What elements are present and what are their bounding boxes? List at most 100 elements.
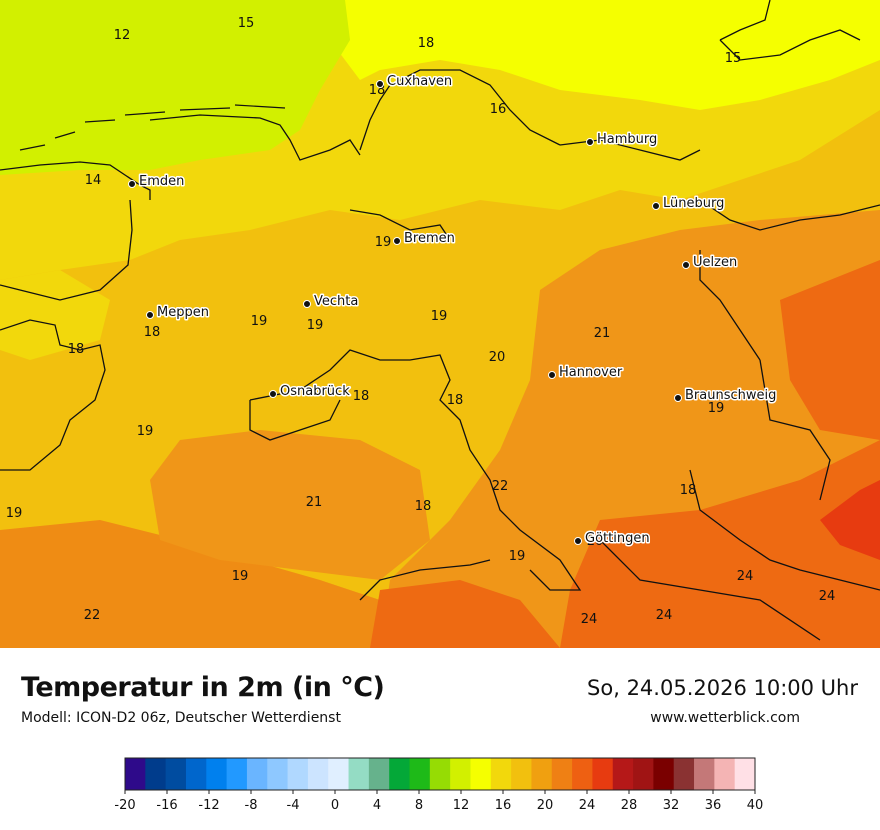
temp-value: 19 (6, 506, 23, 521)
website-link[interactable]: www.wetterblick.com (650, 710, 800, 726)
city-label[interactable]: Lüneburg (662, 195, 726, 213)
legend-swatch-30 (734, 758, 756, 790)
city-dot-1 (586, 138, 594, 146)
legend-swatch-24 (612, 758, 634, 790)
legend-tick-label: -4 (287, 798, 300, 813)
zone-24-e (780, 260, 880, 440)
legend-swatch-26 (653, 758, 675, 790)
legend-tick-label: 40 (747, 798, 764, 813)
city-label[interactable]: Uelzen (692, 254, 739, 272)
temp-value: 24 (581, 612, 598, 627)
temp-value: 19 (509, 549, 526, 564)
city-markers: Cuxhaven Hamburg Emden Lüneburg Bremen Uelzen… (128, 73, 778, 548)
temp-value: 19 (232, 569, 249, 584)
temp-value: 18 (680, 483, 697, 498)
zone-22-sw (0, 520, 390, 648)
city-dot-8 (548, 371, 556, 379)
legend-tick-label: -20 (114, 798, 135, 813)
city-dot-0 (376, 80, 384, 88)
legend-swatch-29 (714, 758, 736, 790)
footer: Temperatur in 2m (in °C) Modell: ICON-D2… (0, 648, 880, 830)
temp-value: 21 (306, 495, 323, 510)
forecast-datetime: So, 24.05.2026 10:00 Uhr (587, 676, 858, 700)
temp-value: 12 (114, 28, 131, 43)
legend-swatch-11 (348, 758, 370, 790)
legend-swatch-15 (429, 758, 451, 790)
legend-swatch-10 (328, 758, 350, 790)
map-canvas: 12 15 18 18 16 15 14 19 18 19 19 19 21 18 20 18 18 19 19 22… (0, 0, 880, 648)
temp-value: 18 (418, 36, 435, 51)
legend-swatch-13 (389, 758, 411, 790)
legend-tick-label: 28 (621, 798, 638, 813)
temp-value: 20 (489, 350, 506, 365)
city-label[interactable]: Vechta (313, 293, 360, 311)
legend-tick-label: 0 (331, 798, 339, 813)
islands (19, 104, 286, 151)
temp-value: 21 (594, 326, 611, 341)
legend-tick-label: 16 (495, 798, 512, 813)
legend-tick-label: 12 (453, 798, 470, 813)
legend-swatch-8 (287, 758, 309, 790)
city-dot-7 (146, 311, 154, 319)
zone-16 (300, 0, 880, 110)
legend-swatch-9 (307, 758, 329, 790)
city-label[interactable]: Hamburg (596, 131, 659, 149)
map-title: Temperatur in 2m (in °C) (21, 672, 385, 703)
legend-swatch-5 (226, 758, 248, 790)
city-label[interactable]: Cuxhaven (386, 73, 454, 91)
temp-value: 16 (490, 102, 507, 117)
legend-swatch-16 (450, 758, 471, 790)
legend-tick-label: -12 (198, 798, 219, 813)
legend-swatch-21 (551, 758, 573, 790)
city-label[interactable]: Emden (138, 173, 186, 191)
city-dot-4 (393, 237, 401, 245)
legend-swatch-22 (572, 758, 593, 790)
temp-value: 18 (447, 393, 464, 408)
temp-value: 18 (415, 499, 432, 514)
legend-swatch-7 (267, 758, 289, 790)
borders (0, 0, 880, 641)
legend-swatch-14 (409, 758, 431, 790)
legend-swatch-20 (531, 758, 553, 790)
color-legend: -20 -16 -12 -8 -4 0 4 8 12 16 20 24 28 32 36 40 (114, 757, 764, 813)
legend-swatch-18 (490, 758, 512, 790)
city-dot-2 (128, 180, 136, 188)
zone-26 (820, 480, 880, 560)
legend-swatch-6 (246, 758, 268, 790)
city-dot-9 (269, 390, 277, 398)
legend-swatch-25 (633, 758, 654, 790)
zone-21-s (150, 430, 430, 580)
temp-value: 15 (238, 16, 255, 31)
temperature-values: 12 15 18 18 16 15 14 19 18 19 19 19 21 18 20 18 18 19 19 22… (6, 16, 836, 627)
temp-value: 15 (725, 51, 742, 66)
temp-value: 19 (431, 309, 448, 324)
model-subtitle: Modell: ICON-D2 06z, Deutscher Wetterdie… (21, 710, 341, 726)
temp-value: 18 (144, 325, 161, 340)
city-label[interactable]: Meppen (156, 304, 211, 322)
legend-swatch-27 (673, 758, 695, 790)
temp-value: 22 (492, 479, 509, 494)
city-dot-5 (682, 261, 690, 269)
legend-swatch-12 (368, 758, 390, 790)
legend-tick-label: 4 (373, 798, 381, 813)
city-dot-3 (652, 202, 660, 210)
city-dot-11 (574, 537, 582, 545)
city-label[interactable]: Osnabrück (279, 383, 352, 401)
legend-swatch-3 (185, 758, 207, 790)
legend-tick-label: 8 (415, 798, 423, 813)
temp-value: 19 (375, 235, 392, 250)
city-label[interactable]: Hannover (558, 364, 625, 382)
zone-24 (560, 440, 880, 648)
zone-12 (0, 0, 350, 175)
legend-tick-label: 24 (579, 798, 596, 813)
legend-tick-label: 32 (663, 798, 680, 813)
legend-swatch-19 (511, 758, 532, 790)
temp-value: 22 (84, 608, 101, 623)
city-label[interactable]: Göttingen (584, 530, 652, 548)
city-label[interactable]: Braunschweig (684, 387, 778, 405)
temperature-map[interactable]: 12 15 18 18 16 15 14 19 18 19 19 19 21 18 20 18 18 19 19 22… (0, 0, 880, 648)
legend-tick-label: -16 (156, 798, 177, 813)
legend-swatch-2 (165, 758, 187, 790)
city-label[interactable]: Bremen (403, 230, 457, 248)
legend-tick-label: 20 (537, 798, 554, 813)
